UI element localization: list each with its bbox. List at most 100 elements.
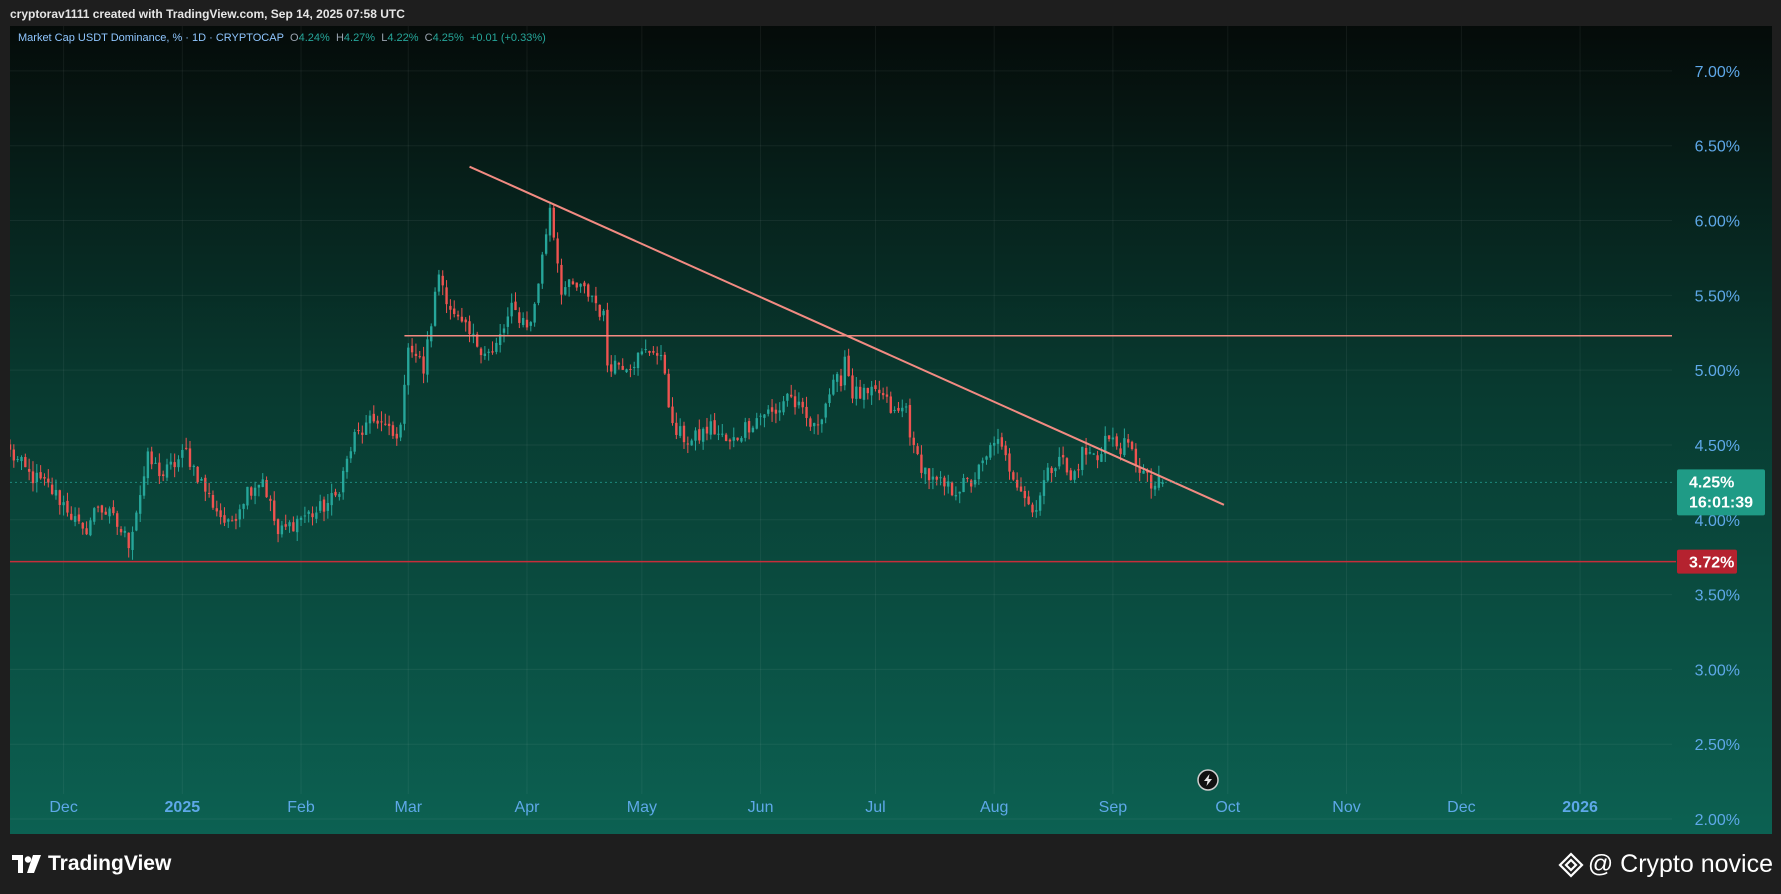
candle-body bbox=[311, 513, 314, 518]
candle-body bbox=[437, 274, 441, 292]
price-chart[interactable]: 2.00% 2.50% 3.00% 3.50% 4.00% 4.50% 5.00% 5.50%… bbox=[10, 26, 1772, 834]
x-tick-label: Jul bbox=[865, 799, 885, 816]
chart-background bbox=[10, 26, 1772, 834]
candle-body bbox=[238, 509, 241, 520]
candle-body bbox=[24, 457, 27, 468]
candle-body bbox=[912, 437, 915, 446]
candle-body bbox=[1038, 495, 1042, 511]
candle-body bbox=[1119, 448, 1122, 455]
candle-body bbox=[303, 515, 307, 517]
drawings[interactable] bbox=[10, 165, 1676, 563]
candle-body bbox=[901, 407, 904, 412]
candle-body bbox=[181, 449, 184, 458]
legend-open-label: O bbox=[290, 32, 299, 44]
y-tick-label: 7.00% bbox=[1695, 64, 1740, 81]
candle-body bbox=[790, 394, 793, 397]
candle-body bbox=[73, 516, 77, 522]
candle-body bbox=[66, 500, 69, 513]
flash-icon[interactable] bbox=[1197, 769, 1219, 791]
brand-name: TradingView bbox=[48, 852, 172, 875]
candle-body bbox=[1115, 436, 1118, 447]
candle-body bbox=[690, 440, 693, 446]
legend-close-value: 4.25% bbox=[432, 32, 464, 44]
candle-body bbox=[364, 422, 368, 435]
y-tick-label: 6.00% bbox=[1695, 214, 1740, 231]
candle-body bbox=[20, 457, 23, 462]
candle-body bbox=[855, 386, 858, 399]
candle-body bbox=[334, 491, 337, 496]
y-tick-label: 4.00% bbox=[1695, 513, 1740, 530]
candle-body bbox=[835, 374, 839, 382]
candle-body bbox=[924, 467, 927, 475]
candle-body bbox=[1150, 474, 1153, 489]
candle-body bbox=[655, 353, 659, 356]
candle-body bbox=[931, 476, 935, 480]
candle-body bbox=[188, 448, 192, 467]
candle-body bbox=[763, 414, 766, 418]
candle-body bbox=[1077, 469, 1080, 471]
candle-body bbox=[269, 498, 272, 501]
candle-body bbox=[537, 283, 540, 303]
candle-body bbox=[724, 434, 728, 441]
candle-body bbox=[1138, 467, 1141, 473]
candle-body bbox=[1019, 486, 1023, 492]
candle-body bbox=[659, 355, 663, 357]
chart-panel[interactable]: 2.00% 2.50% 3.00% 3.50% 4.00% 4.50% 5.00% 5.50%… bbox=[10, 26, 1772, 834]
candle-body bbox=[717, 433, 720, 435]
candle-body bbox=[368, 415, 372, 424]
candle-body bbox=[16, 459, 19, 461]
candle-body bbox=[633, 366, 636, 368]
candle-body bbox=[154, 462, 157, 464]
candle-body bbox=[610, 364, 613, 372]
candle-body bbox=[1081, 446, 1084, 470]
candle-body bbox=[460, 316, 464, 322]
candle-body bbox=[27, 468, 31, 472]
legend-symbol[interactable]: Market Cap USDT Dominance, % · 1D · CRYP… bbox=[18, 32, 284, 44]
candle-body bbox=[1134, 448, 1138, 466]
candle-body bbox=[131, 531, 134, 550]
candle-body bbox=[747, 421, 751, 433]
footer-bar: TradingView @ Crypto novice bbox=[0, 834, 1781, 894]
candle-body bbox=[445, 287, 448, 305]
candle-body bbox=[813, 423, 816, 427]
candle-body bbox=[801, 401, 804, 408]
candle-body bbox=[740, 438, 743, 442]
candle-body bbox=[441, 275, 444, 286]
candle-body bbox=[100, 505, 104, 513]
candle-body bbox=[246, 486, 249, 506]
candle-body bbox=[418, 356, 421, 358]
candle-body bbox=[590, 295, 594, 297]
candle-body bbox=[954, 495, 958, 497]
candle-body bbox=[548, 207, 552, 236]
candle-body bbox=[399, 424, 402, 438]
candle-body bbox=[322, 499, 326, 512]
tradingview-brand[interactable]: TradingView bbox=[12, 852, 171, 876]
y-axis[interactable]: 2.00% 2.50% 3.00% 3.50% 4.00% 4.50% 5.00% 5.50%… bbox=[1695, 64, 1740, 829]
candle-body bbox=[652, 351, 655, 353]
x-axis[interactable]: Dec 2025 Feb Mar Apr May Jun Jul Aug Sep Oct Nov Dec… bbox=[49, 799, 1598, 816]
candle-body bbox=[1104, 435, 1107, 454]
candle-body bbox=[1153, 485, 1157, 490]
y-tick-label: 2.50% bbox=[1695, 737, 1740, 754]
candle-body bbox=[1000, 437, 1004, 447]
candle-body bbox=[119, 529, 123, 533]
y-tick-label: 5.00% bbox=[1695, 363, 1740, 380]
candle-body bbox=[483, 353, 487, 357]
candle-body bbox=[223, 515, 226, 523]
x-tick-label: Dec bbox=[1447, 799, 1475, 816]
candle-body bbox=[43, 477, 46, 479]
candle-body bbox=[1042, 480, 1046, 496]
candle-body bbox=[96, 506, 100, 508]
candle-body bbox=[636, 352, 640, 369]
candle-body bbox=[767, 409, 770, 414]
candle-body bbox=[150, 451, 153, 465]
candle-body bbox=[671, 406, 674, 424]
candle-body bbox=[970, 480, 973, 487]
candle-body bbox=[414, 353, 418, 357]
candle-body bbox=[544, 234, 548, 254]
candle-body bbox=[1127, 439, 1130, 443]
y-tick-label: 6.50% bbox=[1695, 139, 1740, 156]
candle-body bbox=[31, 471, 35, 484]
candle-body bbox=[77, 514, 81, 522]
candle-body bbox=[751, 427, 755, 433]
